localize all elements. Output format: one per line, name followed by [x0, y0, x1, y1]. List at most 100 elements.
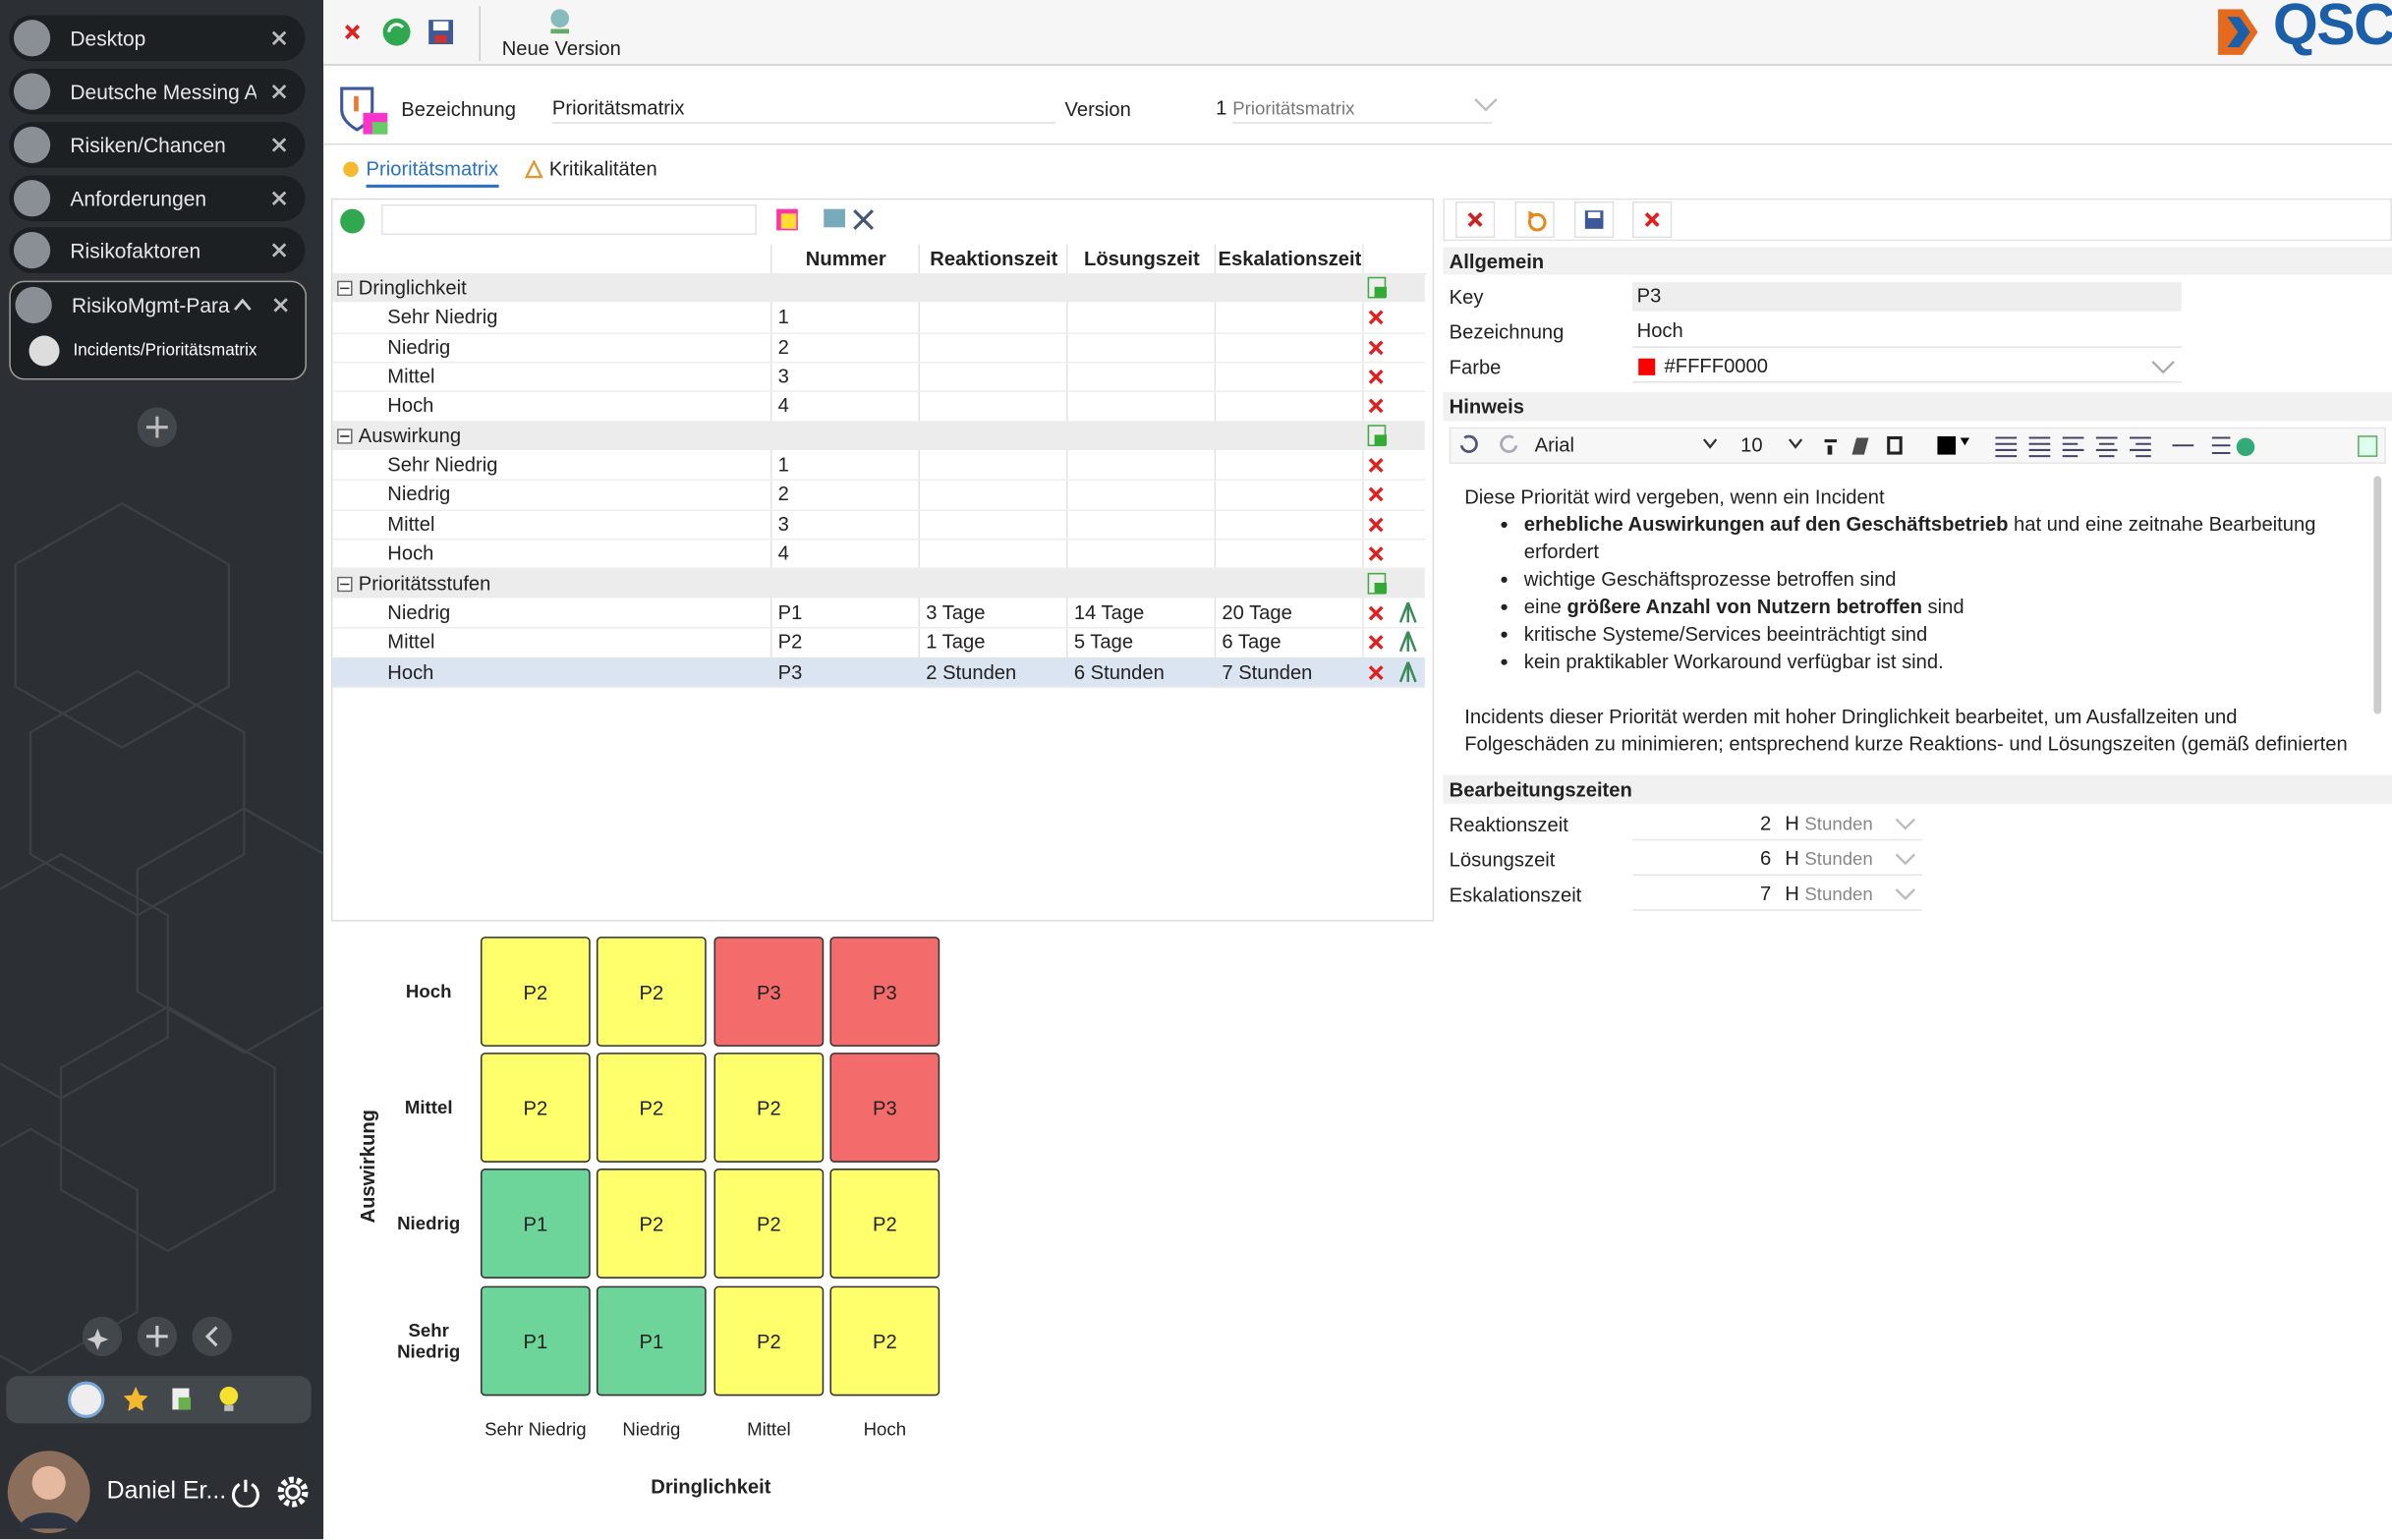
table-row[interactable] [332, 598, 1425, 629]
subtab[interactable]: Incidents/Prioritätsmatrix [28, 334, 297, 371]
idea-icon[interactable] [215, 1384, 243, 1414]
field-box[interactable]: Hoch [1631, 317, 2182, 348]
detail-button[interactable] [1454, 200, 1496, 239]
tree-button[interactable] [1397, 600, 1419, 623]
duration-input[interactable]: 7 H Stunden [1631, 881, 1922, 911]
field-box[interactable]: #FFFF0000 [1631, 353, 2182, 383]
matrix-cell[interactable]: P3 [829, 1053, 940, 1163]
collapse-icon[interactable] [337, 428, 353, 444]
matrix-cell[interactable]: P2 [480, 937, 591, 1047]
matrix-button[interactable] [775, 207, 800, 232]
delete-button[interactable] [1365, 514, 1387, 536]
delete-button[interactable] [1365, 455, 1387, 477]
search-input[interactable] [381, 204, 757, 236]
tree-button[interactable] [1397, 659, 1419, 682]
tab[interactable]: Prioritätsmatrix [366, 157, 499, 188]
dropdown-icon[interactable] [1895, 887, 1916, 901]
magic-button[interactable] [82, 1316, 123, 1356]
matrix-cell[interactable]: P2 [596, 1169, 707, 1279]
close-icon[interactable] [270, 295, 292, 316]
add-row-button[interactable] [1365, 424, 1388, 446]
delete-button[interactable] [1365, 396, 1387, 418]
duration-input[interactable]: 6 H Stunden [1631, 845, 1922, 877]
matrix-cell[interactable]: P1 [480, 1169, 591, 1279]
sidebar-tab[interactable]: Anforderungen [9, 175, 306, 222]
size-select[interactable]: 10 [1737, 431, 1810, 457]
close-icon[interactable] [268, 135, 290, 156]
close-icon[interactable] [268, 28, 290, 49]
undo-redo[interactable] [1455, 431, 1522, 459]
delete-button[interactable] [1365, 543, 1387, 565]
format-buttons[interactable] [1821, 431, 2385, 459]
tab[interactable]: Kritikalitäten [548, 156, 657, 181]
tree-button[interactable] [1397, 630, 1419, 653]
matrix-cell[interactable]: P2 [480, 1053, 591, 1163]
add-button[interactable] [137, 407, 178, 447]
matrix-cell[interactable]: P1 [480, 1285, 591, 1397]
close-icon[interactable] [268, 240, 290, 261]
close-button[interactable] [342, 22, 367, 46]
table-row[interactable] [332, 450, 1425, 482]
editor[interactable]: Diese Priorität wird vergeben, wenn ein … [1450, 470, 2362, 760]
settings-icon[interactable] [276, 1475, 310, 1509]
dropdown-icon[interactable] [1895, 818, 1916, 831]
refresh-button[interactable] [381, 17, 412, 47]
dropdown-icon[interactable] [1895, 853, 1916, 867]
matrix-cell[interactable]: P1 [596, 1285, 707, 1397]
sidebar-tab[interactable]: Desktop [9, 15, 306, 62]
dropdown-icon[interactable] [2151, 360, 2176, 375]
close-icon[interactable] [268, 188, 290, 209]
add-row-button[interactable] [1365, 571, 1388, 594]
matrix-cell[interactable]: P2 [596, 1053, 707, 1163]
add-button[interactable] [137, 1316, 178, 1356]
add-row-button[interactable] [1365, 276, 1388, 299]
delete-button[interactable] [1365, 367, 1387, 388]
detail-button[interactable] [1514, 200, 1555, 239]
table-row[interactable] [332, 656, 1425, 688]
collapse-icon[interactable] [337, 575, 353, 592]
doc-icon[interactable] [169, 1385, 194, 1412]
dropdown-icon[interactable] [1474, 97, 1499, 113]
matrix-cell[interactable]: P2 [713, 1169, 825, 1279]
matrix-cell[interactable]: P2 [829, 1285, 940, 1397]
save-button[interactable] [427, 19, 455, 46]
font-select[interactable]: Arial [1528, 431, 1724, 457]
refresh-button[interactable] [339, 207, 367, 235]
table-row[interactable] [332, 539, 1425, 570]
detail-button[interactable] [1631, 200, 1673, 239]
version-icon[interactable] [546, 6, 574, 36]
collapse-icon[interactable] [232, 295, 254, 316]
matrix-cell[interactable]: P3 [829, 937, 940, 1047]
matrix-cell[interactable]: P2 [713, 1285, 825, 1397]
table-row[interactable] [332, 332, 1425, 364]
table-row[interactable] [332, 362, 1425, 393]
table-row[interactable] [332, 480, 1425, 511]
delete-button[interactable] [1365, 337, 1387, 359]
matrix-cell[interactable]: P2 [713, 1053, 825, 1163]
matrix-cell[interactable]: P3 [713, 937, 825, 1047]
sidebar-tab[interactable]: RisikoMgmt-Para Incidents/Prioritätsmatri… [9, 280, 308, 380]
avatar[interactable] [6, 1450, 91, 1535]
detail-button[interactable] [1573, 200, 1615, 239]
back-button[interactable] [192, 1316, 232, 1356]
sidebar-tab[interactable]: Deutsche Messing AG [9, 68, 306, 115]
table-row[interactable] [332, 509, 1425, 541]
collapse-icon[interactable] [337, 280, 353, 297]
sidebar-tab[interactable]: Risiken/Chancen [9, 122, 306, 168]
table-row[interactable] [332, 303, 1425, 334]
matrix-cell[interactable]: P2 [596, 937, 707, 1047]
close-icon[interactable] [268, 81, 290, 102]
matrix-cell[interactable]: P2 [829, 1169, 940, 1279]
tools-button[interactable] [821, 206, 879, 234]
power-icon[interactable] [230, 1477, 260, 1508]
delete-button[interactable] [1365, 632, 1387, 654]
delete-button[interactable] [1365, 308, 1387, 329]
delete-button[interactable] [1365, 485, 1387, 506]
sidebar-tab[interactable]: Risikofaktoren [9, 227, 306, 273]
delete-button[interactable] [1365, 661, 1387, 683]
quick-icon[interactable] [67, 1381, 105, 1419]
table-row[interactable] [332, 391, 1425, 423]
favorite-icon[interactable] [122, 1385, 149, 1412]
delete-button[interactable] [1365, 602, 1387, 624]
duration-input[interactable]: 2 H Stunden [1631, 810, 1922, 841]
